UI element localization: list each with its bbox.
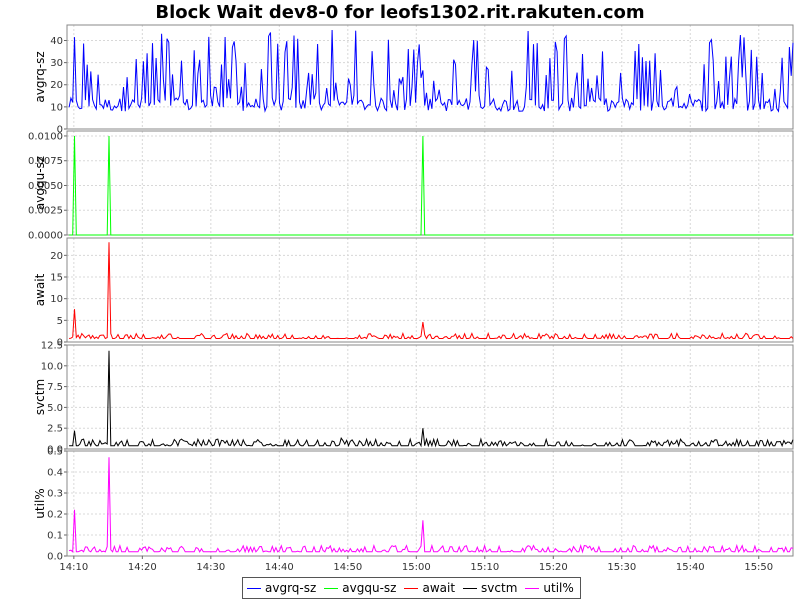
y-tick-label: 0.0	[47, 552, 63, 563]
legend-label: util%	[543, 581, 574, 595]
y-axis-label: util%	[33, 488, 47, 518]
panel-frame	[66, 344, 794, 450]
y-tick-label: 5	[57, 316, 63, 327]
x-tick-label: 15:20	[539, 562, 568, 573]
x-tick-label: 15:30	[607, 562, 636, 573]
legend-item: avgrq-sz	[247, 581, 316, 595]
x-tick-label: 15:40	[676, 562, 705, 573]
series-line-utilpct	[68, 457, 794, 554]
y-axis-label: svctm	[33, 379, 47, 415]
legend-label: avgqu-sz	[342, 581, 397, 595]
y-tick-label: 0.0075	[28, 156, 63, 167]
series-line-svctm	[69, 350, 794, 448]
y-tick-label: 12.5	[41, 341, 63, 352]
y-tick-label: 0.0100	[28, 131, 63, 142]
y-tick-label: 0.0000	[28, 231, 63, 242]
y-tick-label: 0.0	[47, 445, 63, 456]
y-axis-label: await	[33, 273, 47, 306]
y-tick-label: 20	[50, 251, 63, 262]
panel-frame	[66, 130, 794, 236]
y-tick-label: 0	[57, 338, 63, 349]
legend-label: avgrq-sz	[265, 581, 317, 595]
y-tick-label: 10	[50, 294, 63, 305]
y-tick-label: 0	[57, 125, 63, 136]
x-tick-label: 15:10	[470, 562, 499, 573]
chart-legend: avgrq-sz avgqu-sz await svctm util%	[242, 577, 581, 599]
y-tick-label: 0.2	[47, 510, 63, 521]
legend-label: svctm	[481, 581, 518, 595]
series-line-avgqu-sz	[69, 135, 793, 236]
y-tick-label: 0.5	[47, 447, 63, 458]
x-tick-label: 15:50	[744, 562, 773, 573]
chart-title: Block Wait dev8-0 for leofs1302.rit.raku…	[155, 2, 645, 23]
y-tick-label: 40	[50, 36, 63, 47]
y-axis-label: avgqu-sz	[33, 156, 47, 210]
legend-item: svctm	[463, 581, 517, 595]
legend-label: await	[422, 581, 456, 595]
y-tick-label: 2.5	[47, 424, 63, 435]
x-tick-label: 14:10	[59, 562, 88, 573]
y-tick-label: 0.1	[47, 531, 63, 542]
panel-frame	[66, 237, 794, 343]
x-tick-label: 14:30	[196, 562, 225, 573]
y-axis-label: avgrq-sz	[33, 51, 47, 102]
legend-swatch	[324, 587, 339, 589]
y-tick-label: 15	[50, 273, 63, 284]
y-tick-label: 10.0	[41, 361, 63, 372]
x-tick-label: 14:50	[333, 562, 362, 573]
series-line-await	[69, 242, 794, 340]
y-tick-label: 20	[50, 80, 63, 91]
y-tick-label: 0.3	[47, 489, 63, 500]
series-line-avgrq-sz	[68, 29, 794, 113]
legend-item: await	[404, 581, 455, 595]
y-tick-label: 10	[50, 102, 63, 113]
legend-swatch	[247, 587, 261, 589]
y-tick-label: 0.0050	[28, 181, 63, 192]
x-tick-label: 14:40	[265, 562, 294, 573]
panel-frame	[66, 24, 794, 130]
x-tick-label: 15:00	[402, 562, 431, 573]
legend-item: avgqu-sz	[324, 581, 396, 595]
y-tick-label: 30	[50, 58, 63, 69]
legend-swatch	[525, 587, 540, 589]
legend-swatch	[463, 587, 478, 589]
panel-frame	[66, 450, 794, 557]
legend-item: util%	[525, 581, 574, 595]
y-tick-label: 0.4	[47, 468, 63, 479]
x-tick-label: 14:20	[128, 562, 157, 573]
y-tick-label: 0.0025	[28, 206, 63, 217]
y-tick-label: 7.5	[47, 382, 63, 393]
y-tick-label: 5.0	[47, 403, 63, 414]
legend-swatch	[404, 587, 419, 589]
